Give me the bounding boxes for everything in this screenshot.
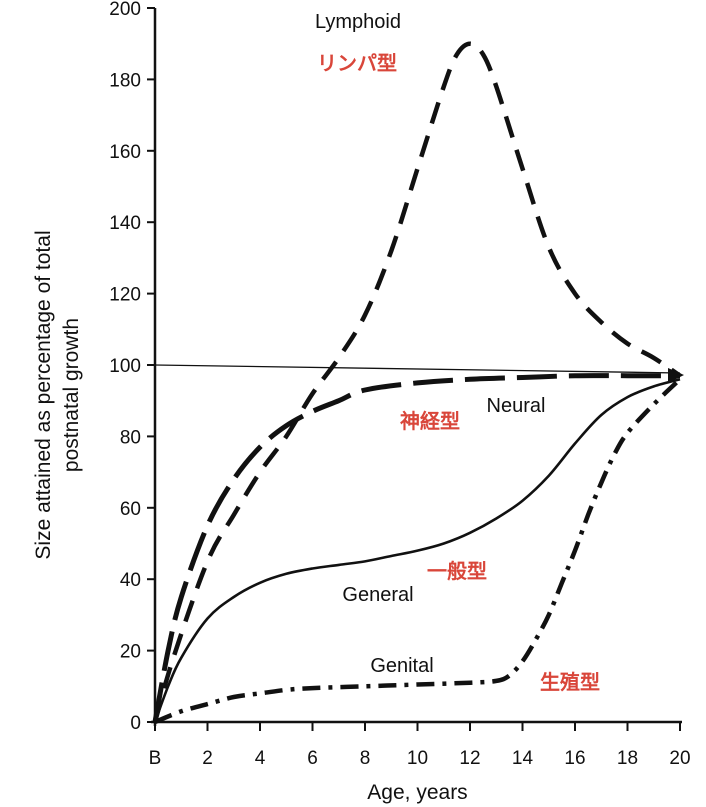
y-tick-label: 20 [120, 642, 141, 663]
y-axis-title-line: Size attained as percentage of total [32, 230, 55, 559]
y-tick-label: 80 [120, 427, 141, 448]
y-tick-label: 100 [109, 356, 141, 377]
series-label-genital: Genital [370, 655, 433, 677]
y-tick-label: 0 [130, 713, 141, 734]
series-label-jp-genital: 生殖型 [540, 670, 600, 694]
series-line-neural [152, 373, 680, 723]
series-label-neural: Neural [487, 395, 546, 417]
y-tick-label: 180 [109, 70, 141, 91]
y-axis-title: Size attained as percentage of total post… [32, 230, 83, 559]
series-line-genital [154, 377, 682, 725]
x-tick-label: 16 [564, 748, 585, 769]
y-tick-label: 160 [109, 142, 141, 163]
x-tick-label: 6 [307, 748, 318, 769]
x-tick-label: 2 [202, 748, 213, 769]
x-tick-label: 10 [407, 748, 428, 769]
y-axis-title-line: postnatal growth [60, 318, 83, 472]
x-tick-label: 20 [669, 748, 690, 769]
series-line-general [153, 378, 681, 723]
x-tick-label: 8 [360, 748, 371, 769]
y-tick-label: 140 [109, 213, 141, 234]
series-label-general: General [342, 584, 413, 606]
y-tick-label: 120 [109, 285, 141, 306]
x-tick-label: B [149, 748, 162, 769]
x-tick-label: 18 [617, 748, 638, 769]
series-label-lymphoid: Lymphoid [315, 11, 401, 33]
x-axis-title: Age, years [367, 781, 467, 804]
y-tick-label: 200 [109, 0, 141, 20]
x-tick-label: 14 [512, 748, 534, 769]
series-line-lymphoid [152, 41, 682, 723]
y-tick-label: 40 [120, 570, 141, 591]
x-tick-label: 4 [255, 748, 266, 769]
series-label-jp-lymphoid: リンパ型 [317, 51, 397, 75]
x-tick-label: 12 [459, 748, 480, 769]
reference-line-100 [154, 364, 681, 374]
y-tick-label: 60 [120, 499, 141, 520]
series-label-jp-general: 一般型 [427, 559, 487, 583]
convergence-arrowhead [668, 368, 684, 383]
series-label-jp-neural: 神経型 [400, 409, 460, 433]
